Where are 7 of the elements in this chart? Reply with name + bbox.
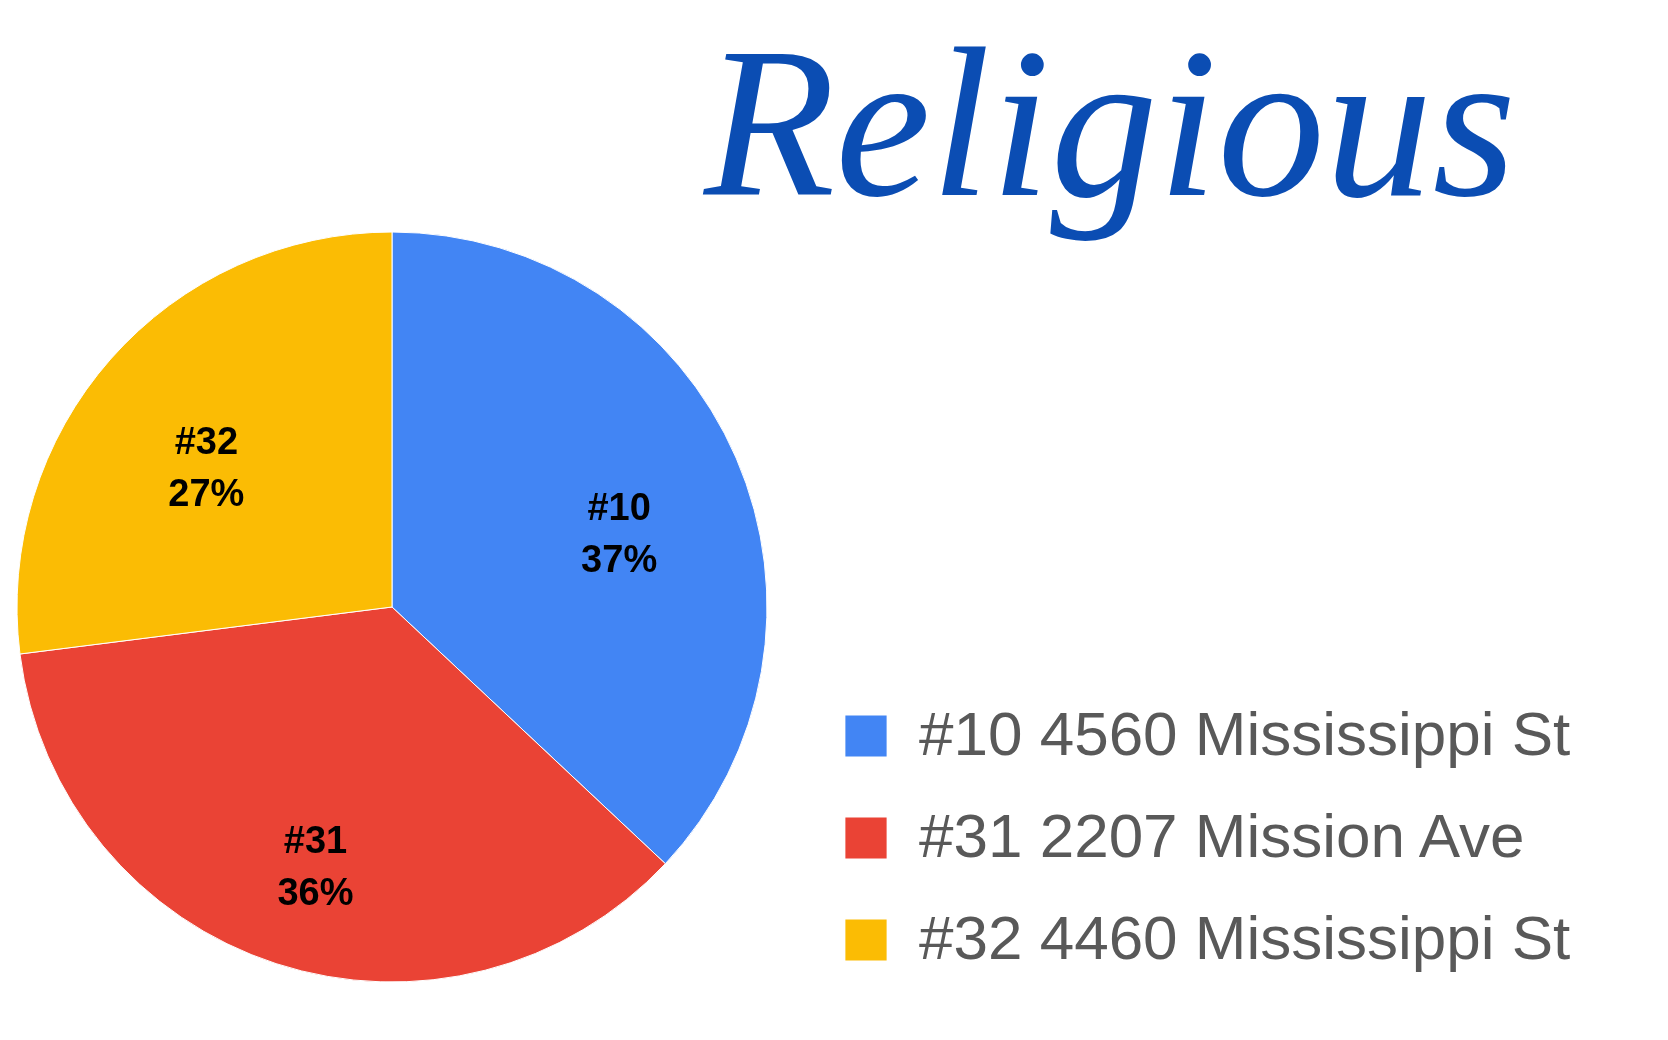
legend-label: #32 4460 Mississippi St	[919, 903, 1571, 972]
data-label: #10 37%	[581, 485, 658, 580]
data-label: #32 27%	[168, 420, 245, 515]
legend-label: #31 2207 Mission Ave	[919, 801, 1525, 870]
chart-title: Religious	[701, 3, 1517, 242]
data-label: #31 36%	[277, 819, 354, 914]
legend-label: #10 4560 Mississippi St	[919, 699, 1571, 768]
